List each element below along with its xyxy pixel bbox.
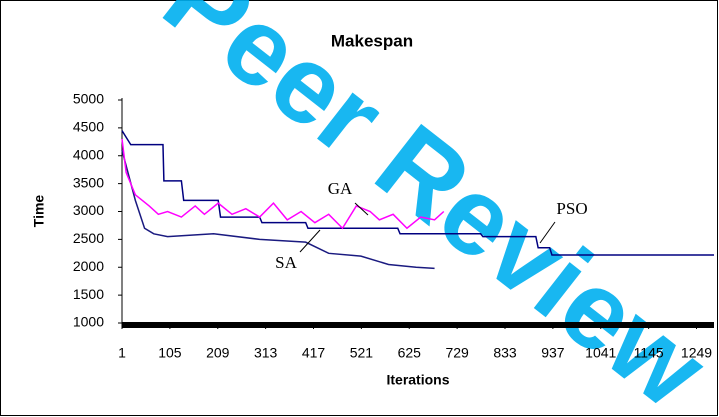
y-tick-label: 4500 (73, 119, 104, 135)
y-tick-label: 4000 (73, 146, 104, 162)
x-tick-label: 209 (206, 345, 230, 361)
x-axis-band (122, 322, 714, 328)
series-annotation: GA (328, 179, 353, 198)
annotation-leader (354, 202, 369, 216)
y-tick-label: 5000 (73, 91, 104, 107)
y-tick-label: 1500 (73, 286, 104, 302)
series-annotation: SA (275, 253, 297, 272)
annotation-leader (299, 229, 321, 253)
series-line (121, 130, 714, 256)
x-axis-label: Iterations (386, 372, 449, 388)
x-tick-label: 729 (445, 345, 469, 361)
x-tick-label: 1249 (681, 345, 712, 361)
x-tick-label: 937 (541, 345, 565, 361)
annotation-leader (539, 221, 556, 244)
y-tick-label: 3500 (73, 174, 104, 190)
chart-title: Makespan (331, 31, 413, 50)
y-axis-label: Time (31, 195, 47, 228)
series-line (121, 138, 445, 230)
x-tick-label: 1 (118, 345, 126, 361)
x-tick-label: 105 (158, 345, 182, 361)
series-annotation: PSO (556, 199, 587, 218)
y-tick-label: 1000 (73, 314, 104, 330)
x-tick-label: 1145 (634, 345, 664, 361)
y-tick-label: 3000 (73, 202, 104, 218)
x-tick-label: 313 (254, 345, 278, 361)
series-line (121, 149, 435, 270)
x-tick-label: 833 (493, 345, 517, 361)
x-tick-label: 625 (398, 345, 422, 361)
x-tick-label: 1041 (585, 345, 616, 361)
y-tick-label: 2500 (73, 230, 104, 246)
y-tick-label: 2000 (73, 258, 104, 274)
x-tick-label: 521 (350, 345, 374, 361)
x-tick-label: 417 (302, 345, 326, 361)
